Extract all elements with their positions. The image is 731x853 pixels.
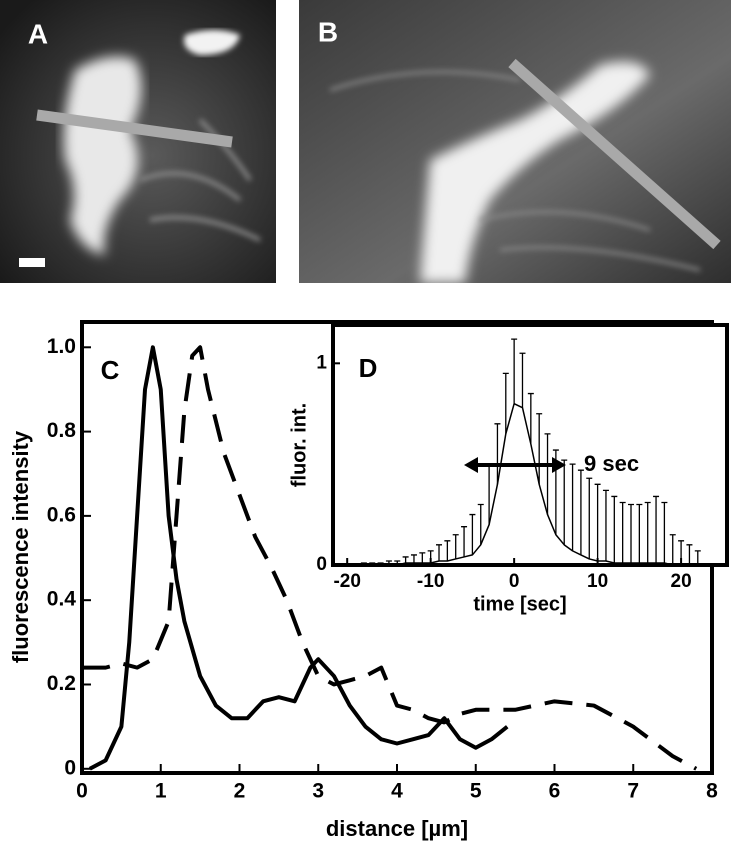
y-tick-label: 1.0 <box>47 335 76 358</box>
y-axis-label: fluor. int. <box>288 403 310 487</box>
y-tick-label: 0 <box>316 554 327 575</box>
x-tick-label: 10 <box>587 571 608 592</box>
data-line <box>88 345 509 771</box>
y-tick-label: 0.8 <box>47 419 77 442</box>
error-bar <box>577 469 584 555</box>
x-axis-label: distance [µm] <box>326 816 468 841</box>
error-bar <box>661 501 668 563</box>
x-tick-label: 4 <box>391 779 403 802</box>
panel-label: B <box>318 16 338 47</box>
error-bar <box>678 540 685 565</box>
x-tick-label: 1 <box>155 779 167 802</box>
error-bar <box>611 495 618 563</box>
x-tick-label: 5 <box>470 779 482 802</box>
panel-label: D <box>359 353 378 383</box>
error-bar <box>444 540 451 561</box>
error-bar <box>561 459 568 545</box>
panel-label: C <box>101 355 120 385</box>
error-bar <box>636 503 643 563</box>
x-tick-label: 8 <box>706 779 718 802</box>
x-tick-label: 2 <box>234 779 246 802</box>
plot-area <box>333 325 727 565</box>
error-bar <box>586 477 593 559</box>
y-tick-label: 0 <box>64 756 76 779</box>
error-bar <box>628 503 635 563</box>
data-line <box>347 402 698 566</box>
x-tick-label: -20 <box>333 571 360 592</box>
error-bar <box>419 552 426 563</box>
error-bar <box>686 544 693 565</box>
axes-frame <box>331 323 729 567</box>
error-bar <box>619 501 626 563</box>
error-bar <box>653 495 660 563</box>
annotation: 9 sec <box>584 451 639 476</box>
error-bar <box>644 501 651 563</box>
error-bar <box>519 352 526 408</box>
error-bar <box>427 550 434 563</box>
image-b <box>299 0 731 283</box>
error-bar <box>527 392 534 444</box>
x-tick-label: -10 <box>417 571 444 592</box>
error-bar <box>469 513 476 555</box>
y-tick-label: 0.4 <box>47 588 77 611</box>
x-tick-label: 7 <box>627 779 639 802</box>
error-bar <box>694 550 701 565</box>
y-tick-label: 0.6 <box>47 503 76 526</box>
error-bar <box>452 534 459 559</box>
x-tick-label: 0 <box>509 571 520 592</box>
data-line <box>82 345 698 771</box>
x-tick-label: 6 <box>549 779 561 802</box>
error-bar <box>594 483 601 561</box>
y-tick-label: 0.2 <box>47 672 76 695</box>
x-tick-label: 20 <box>671 571 692 592</box>
error-bar <box>511 338 518 404</box>
error-bar <box>436 544 443 561</box>
x-tick-label: 3 <box>312 779 324 802</box>
error-bar <box>461 526 468 557</box>
y-tick-label: 1 <box>316 352 327 373</box>
image-a <box>0 0 276 283</box>
error-bar <box>569 463 576 551</box>
error-bar <box>502 372 509 434</box>
error-bar <box>602 489 609 561</box>
error-bar <box>544 433 551 515</box>
error-bar <box>669 534 676 565</box>
x-tick-label: 0 <box>76 779 88 802</box>
error-bar <box>477 503 484 545</box>
error-bar <box>402 556 409 563</box>
error-bar <box>494 423 501 485</box>
panel-label: A <box>28 18 48 49</box>
error-bar <box>536 413 543 485</box>
y-axis-label: fluorescence intensity <box>8 430 33 663</box>
error-bar <box>410 554 417 563</box>
x-axis-label: time [sec] <box>473 593 566 615</box>
